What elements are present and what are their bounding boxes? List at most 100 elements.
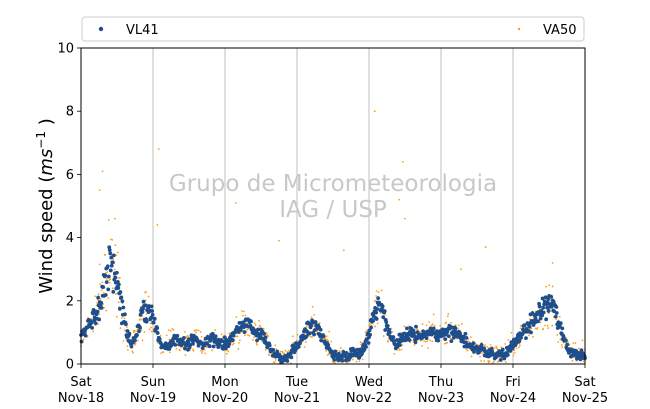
va50-point xyxy=(559,338,562,341)
va50-point xyxy=(359,341,362,344)
va50-point xyxy=(92,330,95,333)
vl41-point xyxy=(382,309,387,313)
va50-point xyxy=(492,360,495,363)
vl41-point xyxy=(431,326,436,331)
va50-point xyxy=(504,343,507,345)
vl41-point xyxy=(549,294,554,299)
vl41-point xyxy=(304,334,309,339)
va50-point xyxy=(486,346,489,348)
vl41-point xyxy=(405,326,409,331)
va50-point xyxy=(413,344,416,346)
va50-point xyxy=(547,327,550,329)
va50-point xyxy=(338,350,341,352)
va50-point xyxy=(231,343,234,346)
va50-point-outlier xyxy=(278,239,280,242)
va50-point xyxy=(133,329,136,332)
vl41-point xyxy=(307,331,312,336)
vl41-point xyxy=(140,310,145,314)
va50-point xyxy=(248,335,251,337)
va50-point xyxy=(409,341,411,344)
va50-point xyxy=(430,324,433,327)
va50-point-outlier xyxy=(404,217,406,220)
vl41-point xyxy=(527,324,532,329)
vl41-point xyxy=(155,331,160,335)
va50-point xyxy=(225,352,228,355)
va50-point-outlier xyxy=(98,189,101,192)
vl41-point xyxy=(110,260,115,265)
x-tick-label-day: Fri xyxy=(505,375,521,390)
va50-point xyxy=(111,239,114,241)
va50-point xyxy=(145,290,147,293)
x-tick-label-date: Nov-25 xyxy=(562,391,608,406)
vl41-point xyxy=(101,285,106,290)
vl41-point xyxy=(103,273,108,278)
vl41-point xyxy=(551,300,556,304)
va50-point xyxy=(539,321,542,324)
va50-point xyxy=(512,354,515,357)
x-tick-label-day: Sat xyxy=(574,375,595,390)
va50-point xyxy=(234,335,237,338)
va50-point xyxy=(548,284,551,286)
va50-point xyxy=(558,315,561,318)
y-tick-label: 0 xyxy=(66,358,74,373)
vl41-point xyxy=(125,329,130,333)
vl41-point xyxy=(296,345,301,349)
va50-point xyxy=(246,328,249,331)
vl41-point xyxy=(458,333,463,338)
va50-point xyxy=(147,295,150,298)
vl41-point xyxy=(138,325,142,330)
va50-point xyxy=(201,352,203,354)
vl41-point xyxy=(397,343,402,348)
va50-point xyxy=(403,325,406,328)
va50-point xyxy=(199,331,202,333)
va50-point xyxy=(109,278,112,281)
va50-point xyxy=(339,347,342,349)
vl41-point xyxy=(242,330,247,334)
vl41-point xyxy=(479,343,484,347)
vl41-point xyxy=(524,336,528,341)
va50-point xyxy=(483,360,485,362)
va50-point xyxy=(528,334,530,337)
va50-point xyxy=(571,359,574,362)
va50-point xyxy=(262,327,265,330)
va50-point xyxy=(237,348,240,350)
va50-point xyxy=(267,335,270,337)
vl41-point xyxy=(133,338,137,343)
y-tick-label: 8 xyxy=(66,105,74,120)
x-tick-label-date: Nov-23 xyxy=(418,391,464,406)
vl41-point xyxy=(97,317,102,322)
vl41-point xyxy=(519,335,523,340)
vl41-point xyxy=(285,359,290,363)
vl41-point xyxy=(213,334,218,339)
va50-point xyxy=(429,339,432,342)
x-tick-label-day: Sun xyxy=(141,375,166,390)
vl41-point xyxy=(141,299,146,304)
va50-point-outlier xyxy=(113,217,116,220)
va50-point xyxy=(103,306,106,309)
vl41-point xyxy=(191,341,195,346)
va50-point xyxy=(401,344,404,347)
va50-point xyxy=(355,360,358,363)
vl41-point xyxy=(533,316,538,321)
vl41-point xyxy=(135,333,139,338)
va50-point xyxy=(105,277,108,280)
x-tick-label-day: Thu xyxy=(428,375,453,390)
va50-point xyxy=(545,285,548,288)
va50-point xyxy=(544,324,547,327)
va50-point xyxy=(235,316,238,318)
va50-point-outlier xyxy=(401,160,404,163)
va50-point xyxy=(258,319,260,322)
va50-point xyxy=(172,328,175,331)
va50-point xyxy=(150,330,153,333)
va50-point xyxy=(140,318,142,321)
va50-point xyxy=(328,330,331,333)
va50-point xyxy=(252,339,254,341)
va50-point xyxy=(470,336,472,339)
va50-point xyxy=(184,354,187,356)
va50-point xyxy=(200,349,202,352)
legend-box xyxy=(81,16,585,42)
vl41-point xyxy=(288,351,293,356)
vl41-point xyxy=(175,333,180,338)
va50-point xyxy=(101,281,104,284)
va50-point xyxy=(296,333,299,336)
